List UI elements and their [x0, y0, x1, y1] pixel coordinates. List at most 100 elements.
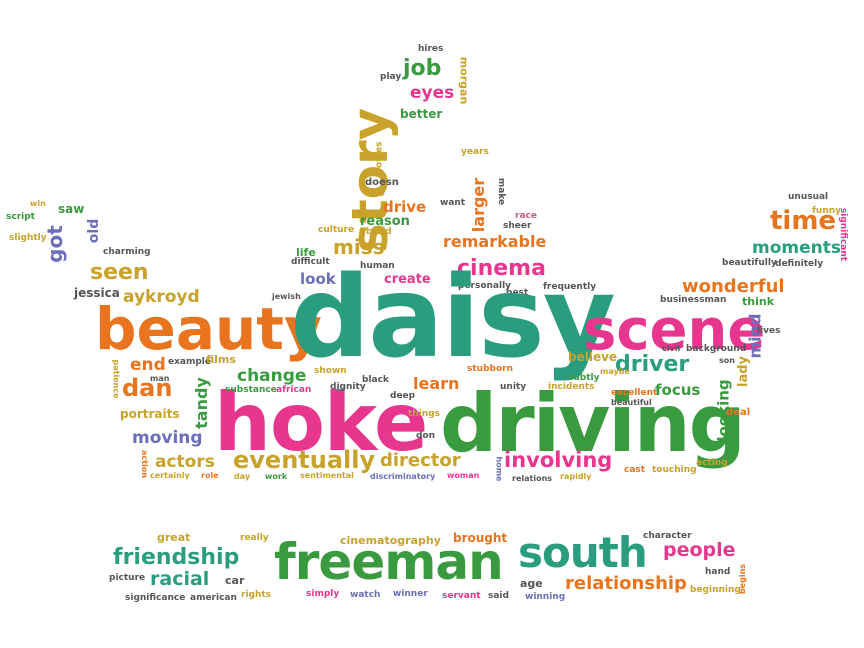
- word-relationship: relationship: [565, 573, 687, 594]
- word-american: american: [190, 593, 237, 603]
- word-director: director: [380, 450, 461, 471]
- word-lives: lives: [757, 326, 781, 336]
- word-make: make: [496, 177, 507, 206]
- word-beginning: beginning: [690, 585, 741, 595]
- word-doesn: doesn: [365, 177, 399, 188]
- word-dignity: dignity: [330, 382, 366, 392]
- word-businessman: businessman: [660, 295, 727, 305]
- word-funny: funny: [812, 206, 842, 216]
- word-son: son: [719, 356, 735, 365]
- word-rapidly: rapidly: [560, 472, 592, 481]
- word-actors: actors: [155, 452, 215, 472]
- word-hoke: hoke: [214, 376, 428, 469]
- word-tandy: tandy: [191, 377, 211, 429]
- word-cinema: cinema: [457, 256, 546, 281]
- word-background: background: [686, 344, 747, 354]
- word-win: win: [30, 199, 46, 208]
- word-people: people: [663, 539, 736, 561]
- word-shown: shown: [314, 366, 347, 376]
- word-larger: larger: [469, 177, 489, 233]
- word-certainly: certainly: [150, 471, 190, 480]
- word-life: life: [296, 246, 316, 259]
- word-cast: cast: [624, 465, 646, 475]
- word-great: great: [157, 531, 191, 544]
- word-touching: touching: [652, 465, 697, 475]
- word-jewish: jewish: [272, 292, 301, 301]
- word-rights: rights: [241, 590, 272, 600]
- word-unity: unity: [500, 382, 527, 392]
- word-role: role: [201, 471, 219, 480]
- word-miss: miss: [333, 235, 385, 259]
- word-hand: hand: [705, 567, 731, 577]
- word-learn: learn: [413, 374, 460, 393]
- word-time: time: [770, 206, 837, 236]
- word-brought: brought: [453, 531, 508, 545]
- word-morgan: morgan: [457, 56, 471, 105]
- word-deep: deep: [390, 391, 416, 401]
- word-cinematography: cinematography: [340, 534, 441, 547]
- word-believe: believe: [568, 350, 618, 364]
- word-reason: reason: [360, 214, 410, 229]
- word-look: look: [300, 270, 336, 288]
- word-seen: seen: [90, 260, 149, 285]
- word-aykroyd: aykroyd: [123, 287, 200, 307]
- word-wonderful: wonderful: [682, 276, 785, 297]
- word-films: films: [206, 353, 236, 366]
- word-stubborn: stubborn: [467, 364, 513, 374]
- word-moments: moments: [752, 238, 841, 258]
- word-simply: simply: [306, 589, 340, 599]
- word-action: action: [139, 450, 149, 478]
- word-servant: servant: [442, 591, 481, 601]
- word-said: said: [488, 591, 509, 601]
- word-personally: personally: [458, 281, 512, 291]
- word-end: end: [130, 355, 166, 375]
- word-daisy: daisy: [290, 253, 616, 383]
- word-things: things: [408, 409, 441, 419]
- word-work: work: [265, 472, 288, 481]
- word-don: don: [416, 431, 436, 441]
- word-difficult: difficult: [291, 257, 330, 267]
- word-years: years: [461, 147, 489, 157]
- word-drive: drive: [383, 198, 427, 216]
- word-play: play: [380, 72, 402, 82]
- word-dan: dan: [122, 374, 173, 402]
- word-unusual: unusual: [788, 192, 829, 202]
- word-deal: deal: [726, 407, 751, 418]
- word-scene: scene: [583, 298, 766, 363]
- word-way: way: [366, 187, 386, 197]
- word-watch: watch: [350, 590, 381, 600]
- word-remarkable: remarkable: [443, 232, 547, 251]
- word-substance: substance: [225, 385, 277, 395]
- word-job: job: [403, 56, 442, 81]
- word-significance: significance: [125, 593, 186, 603]
- word-slightly: slightly: [9, 233, 47, 243]
- word-better: better: [400, 107, 443, 121]
- word-subtly: subtly: [568, 373, 600, 383]
- word-want: want: [440, 198, 466, 208]
- word-black: black: [362, 375, 389, 385]
- word-maybe: maybe: [600, 367, 630, 376]
- word-example: example: [168, 357, 211, 367]
- word-patience: patience: [111, 359, 121, 399]
- word-day: day: [234, 472, 251, 481]
- word-culture: culture: [318, 225, 355, 235]
- word-incidents: incidents: [548, 382, 595, 392]
- word-best: best: [506, 288, 529, 298]
- word-hires: hires: [418, 44, 444, 54]
- word-change: change: [237, 366, 307, 386]
- word-racial: racial: [150, 568, 210, 590]
- word-portraits: portraits: [120, 407, 180, 421]
- word-mind: mind: [745, 313, 765, 359]
- word-create: create: [384, 272, 431, 287]
- word-lady: lady: [736, 355, 752, 388]
- word-relations: relations: [512, 474, 553, 483]
- word-jessica: jessica: [74, 286, 120, 300]
- word-eventually: eventually: [233, 446, 376, 474]
- word-picture: picture: [109, 573, 146, 583]
- word-winner: winner: [393, 589, 428, 599]
- word-human: human: [360, 261, 395, 271]
- word-focus: focus: [655, 381, 701, 399]
- word-sheer: sheer: [503, 221, 532, 231]
- word-friendship: friendship: [113, 545, 240, 570]
- word-eyes: eyes: [410, 83, 455, 103]
